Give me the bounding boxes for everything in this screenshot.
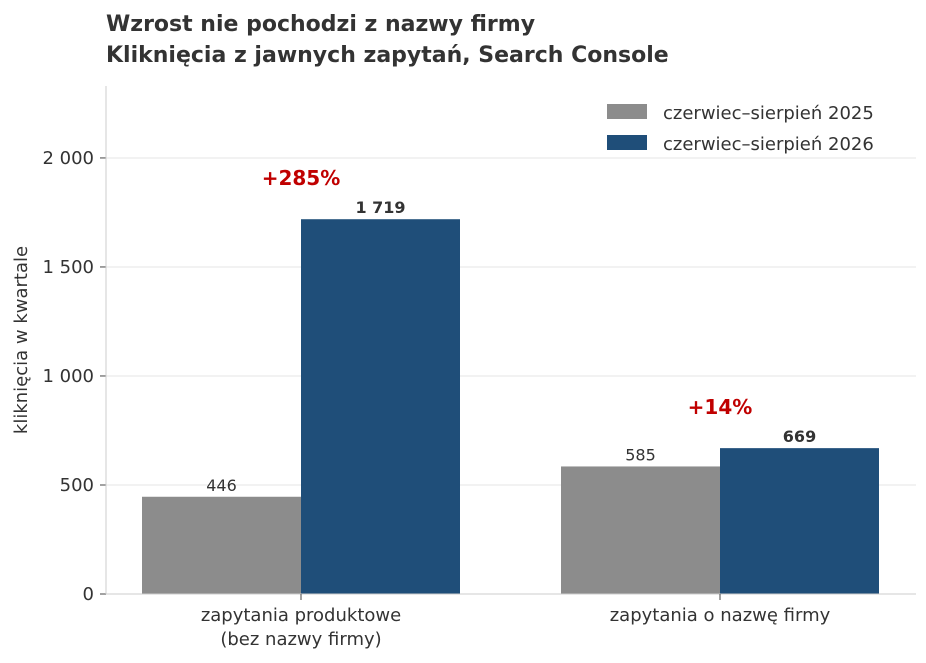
value-label: 446 xyxy=(206,476,237,495)
y-tick-label: 500 xyxy=(60,475,94,496)
y-tick-label: 1 500 xyxy=(42,257,94,278)
value-label: 669 xyxy=(783,427,816,446)
labels: 0 500 1 000 1 500 2 000 446 1 719 zapytania pro… xyxy=(42,148,830,650)
chart-title: Wzrost nie pochodzi z nazwy firmy xyxy=(106,12,535,37)
y-tick-label: 2 000 xyxy=(42,148,94,169)
y-axis-title: kliknięcia w kwartale xyxy=(11,246,32,434)
legend-label: czerwiec–sierpień 2026 xyxy=(663,134,874,155)
category-label: zapytania produktowe xyxy=(201,605,401,626)
legend-swatch xyxy=(607,104,647,119)
growth-annotation: +285% xyxy=(262,166,341,190)
y-tick-label: 0 xyxy=(83,584,94,605)
bar-2026-product xyxy=(301,219,460,594)
bar-2025-brand xyxy=(561,466,720,594)
legend-label: czerwiec–sierpień 2025 xyxy=(663,103,874,124)
legend-swatch xyxy=(607,135,647,150)
growth-annotation: +14% xyxy=(688,395,753,419)
value-label: 585 xyxy=(625,445,656,464)
value-label: 1 719 xyxy=(355,198,405,217)
bars xyxy=(142,219,879,594)
bar-2025-product xyxy=(142,496,301,594)
y-tick-label: 1 000 xyxy=(42,366,94,387)
category-label: zapytania o nazwę firmy xyxy=(610,605,831,626)
legend: czerwiec–sierpień 2025 czerwiec–sierpień … xyxy=(607,103,874,155)
axes xyxy=(100,86,916,600)
bar-2026-brand xyxy=(720,448,879,594)
chart-subtitle: Kliknięcia z jawnych zapytań, Search Con… xyxy=(106,43,669,68)
category-label: (bez nazwy firmy) xyxy=(220,629,381,650)
